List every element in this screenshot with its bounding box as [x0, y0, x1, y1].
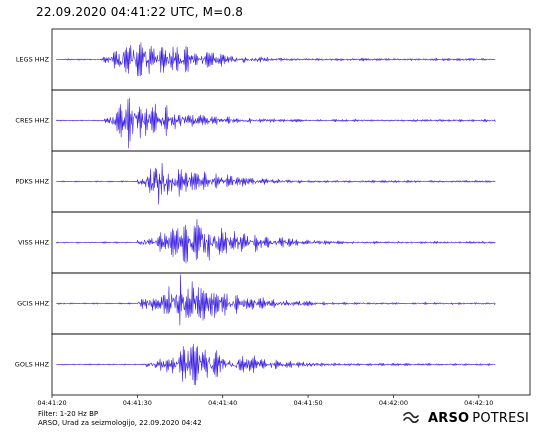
seismic-trace	[56, 343, 496, 386]
seismic-trace	[56, 219, 496, 264]
station-label: VISS HHZ	[18, 239, 49, 247]
filter-note: Filter: 1-20 Hz BP	[38, 410, 99, 418]
station-label: GOLS HHZ	[15, 361, 50, 369]
trace-panel	[51, 333, 531, 396]
x-tick-label: 04:41:50	[293, 399, 322, 407]
chart-title: 22.09.2020 04:41:22 UTC, M=0.8	[36, 5, 244, 19]
x-tick-label: 04:41:20	[37, 399, 66, 407]
station-label: PDKS HHZ	[15, 178, 49, 186]
logo-text-bold: ARSO	[428, 410, 470, 426]
station-label: LEGS HHZ	[16, 56, 50, 64]
seismic-trace	[56, 274, 496, 326]
station-label: CRES HHZ	[15, 117, 49, 125]
seismic-trace	[56, 163, 496, 205]
arso-logo: ARSO POTRESI	[402, 408, 529, 428]
arso-logo-icon	[403, 411, 419, 424]
station-label: GCIS HHZ	[17, 300, 49, 308]
logo-text-thin: POTRESI	[472, 410, 530, 426]
x-tick-label: 04:42:10	[464, 399, 493, 407]
x-tick-label: 04:41:30	[123, 399, 152, 407]
credit-note: ARSO, Urad za seizmologijo, 22.09.2020 0…	[38, 419, 202, 427]
x-tick-label: 04:41:40	[208, 399, 237, 407]
seismic-trace	[56, 42, 496, 77]
seismic-trace	[56, 97, 496, 149]
x-tick-label: 04:42:00	[379, 399, 408, 407]
